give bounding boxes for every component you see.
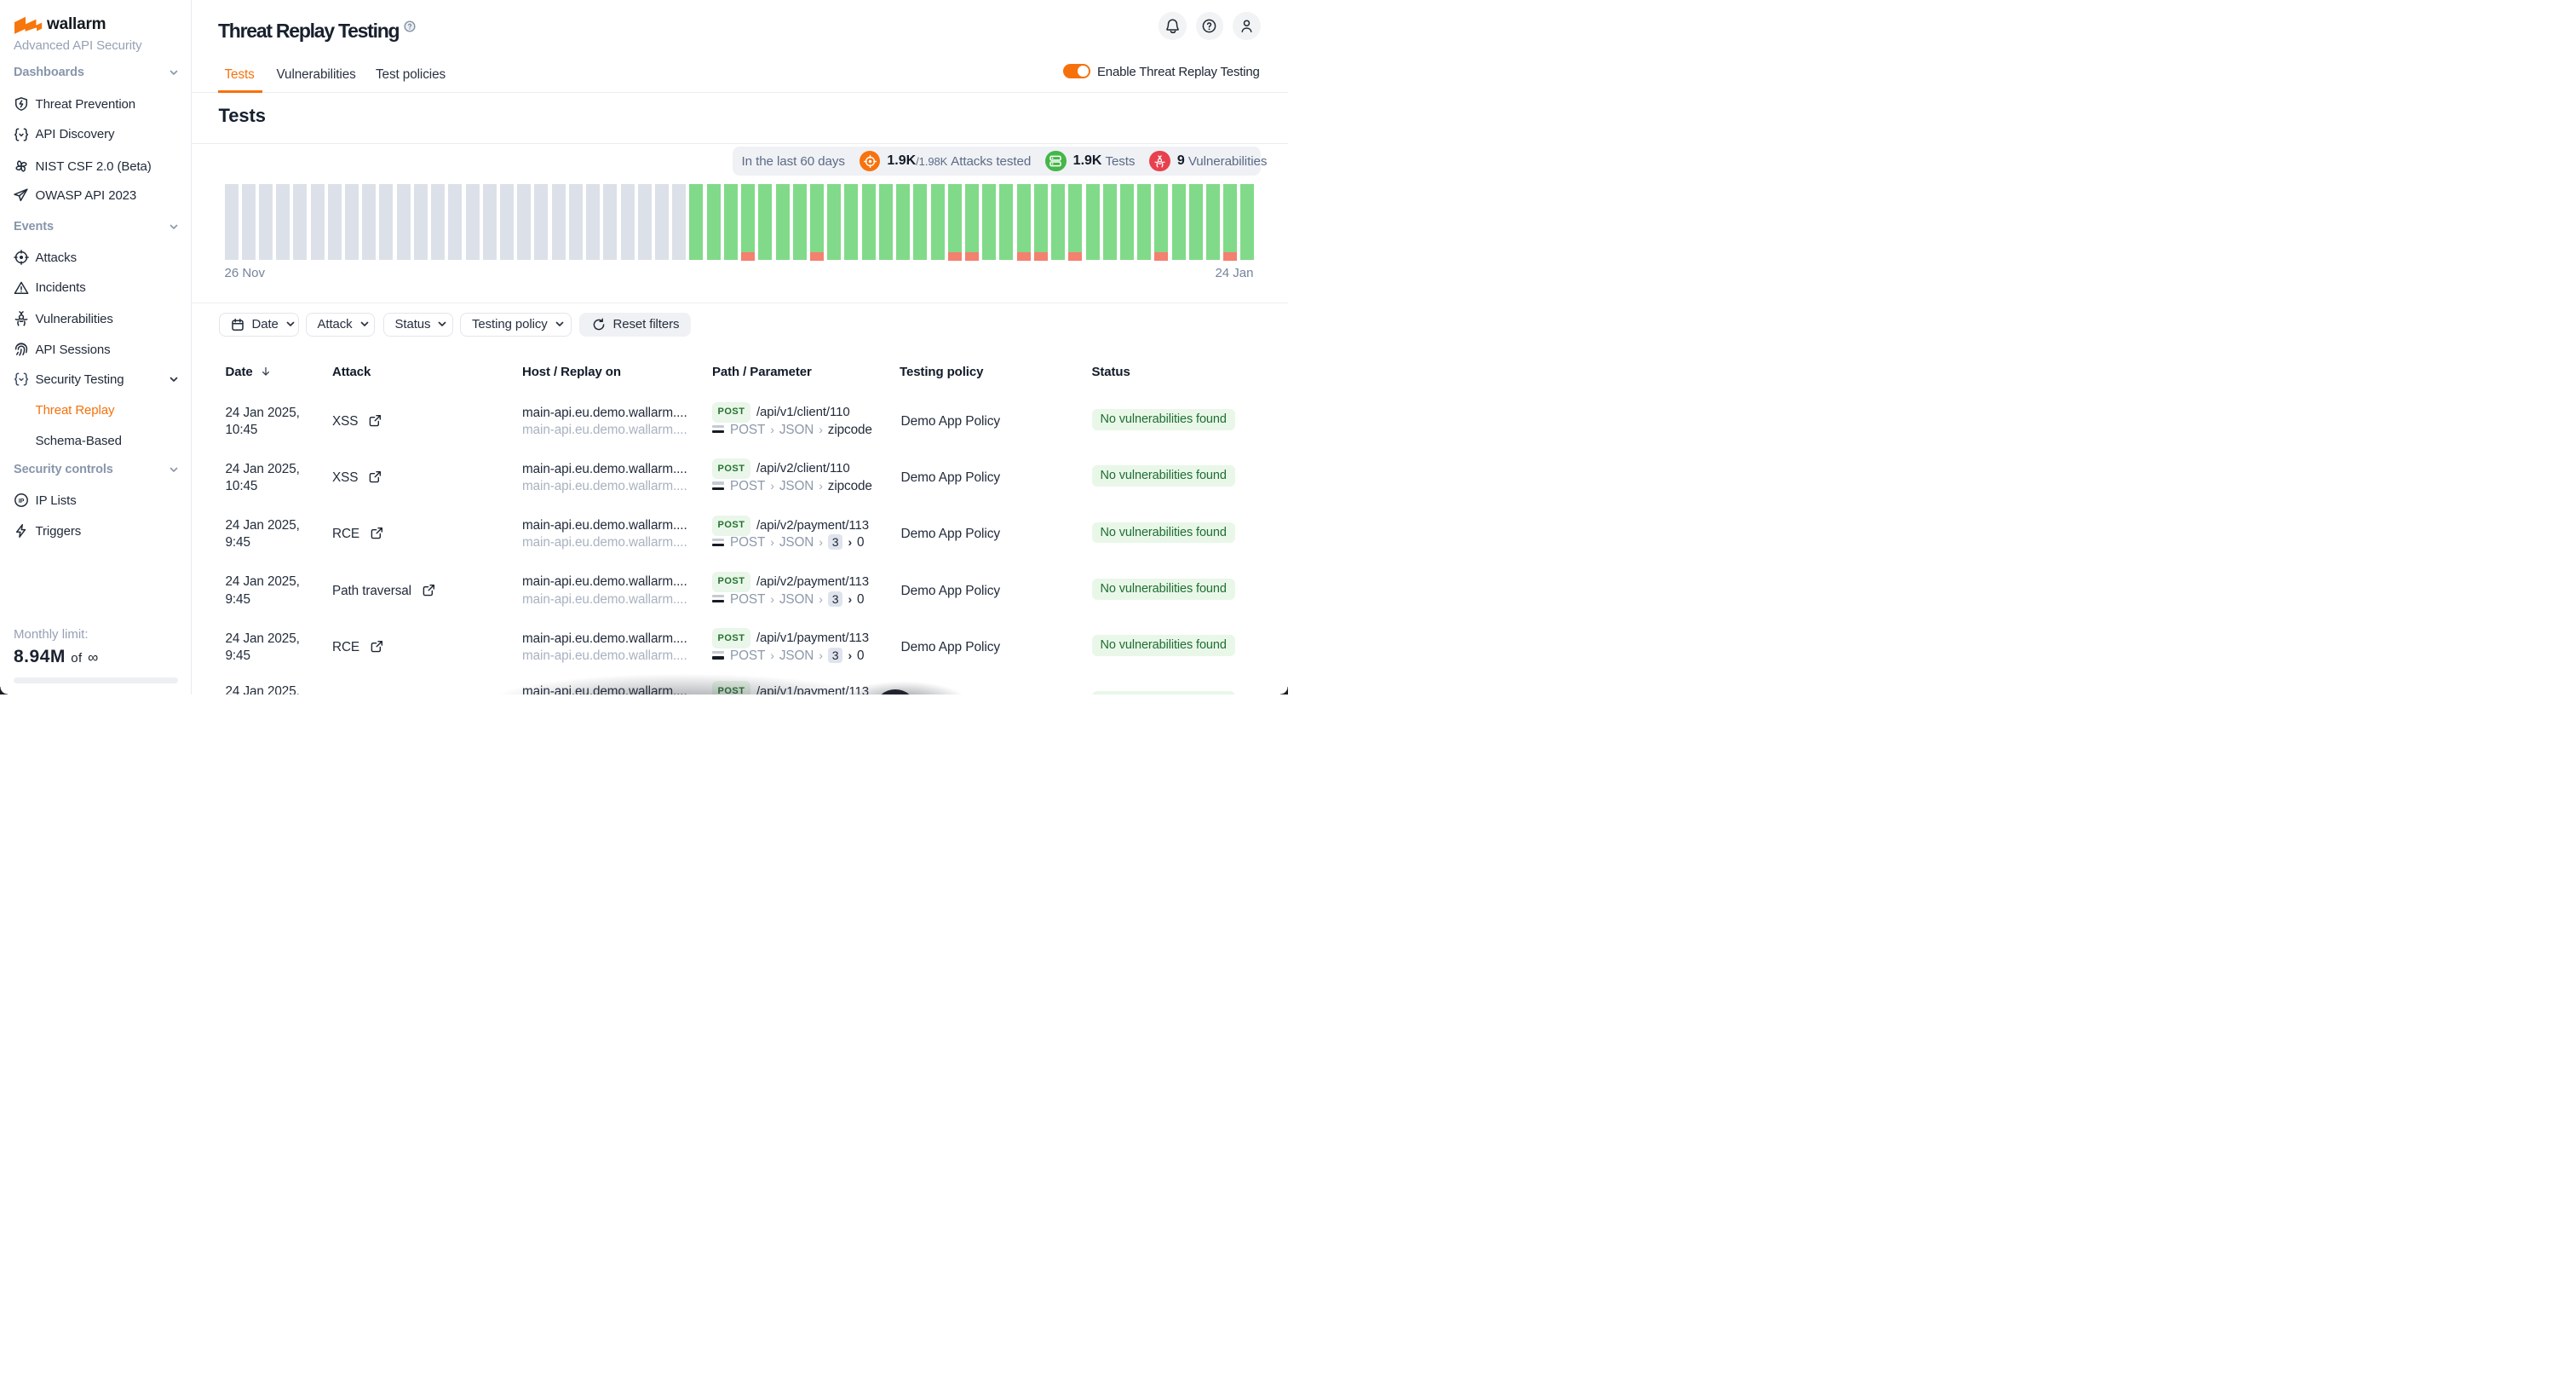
- svg-text:IP: IP: [19, 497, 25, 504]
